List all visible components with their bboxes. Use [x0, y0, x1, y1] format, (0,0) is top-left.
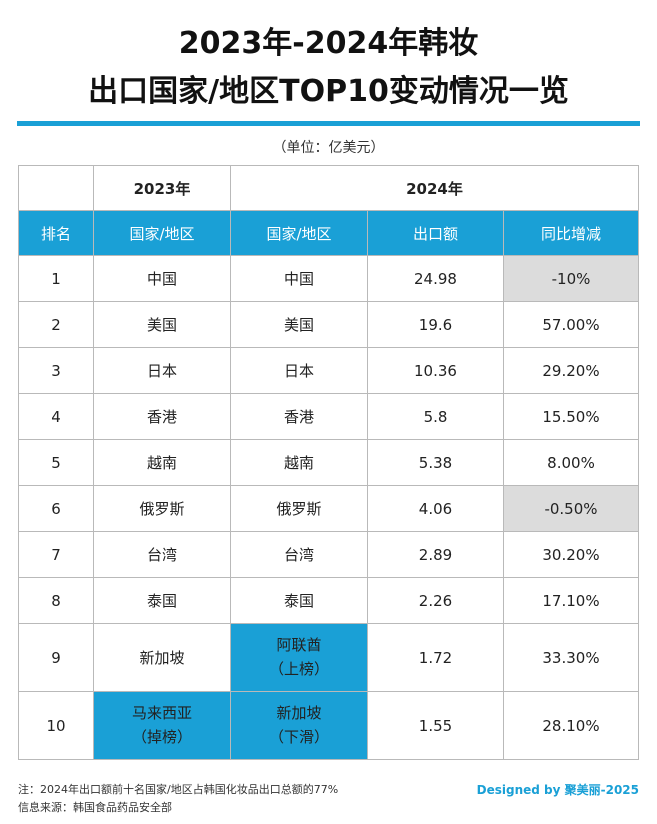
yoy-change-cell: 17.10% [503, 577, 639, 624]
unit-label: （单位：亿美元） [272, 140, 385, 156]
yoy-change-cell: 57.00% [503, 301, 639, 348]
year-header-row: 2023年 2024年 [18, 165, 639, 211]
table-row: 2 美国 美国 19.6 57.00% [18, 301, 639, 348]
yoy-change-cell: 33.30% [503, 623, 639, 692]
export-value-cell: 1.55 [367, 691, 504, 760]
country-2024-cell: 美国 [230, 301, 368, 348]
yoy-change-cell: -10% [503, 255, 639, 302]
rank-cell: 8 [18, 577, 94, 624]
export-ranking-table: 2023年 2024年 排名 国家/地区 国家/地区 出口额 同比增减 1 中国… [18, 165, 639, 760]
export-value-cell: 5.8 [367, 393, 504, 440]
export-value-cell: 2.89 [367, 531, 504, 578]
designed-by-credit: Designed by 聚美丽-2025 [476, 783, 639, 797]
country-2024-cell: 台湾 [230, 531, 368, 578]
page-title-line1: 2023年-2024年韩妆 [178, 26, 479, 61]
export-value-cell: 19.6 [367, 301, 504, 348]
export-value-cell: 10.36 [367, 347, 504, 394]
col-header-rank: 排名 [18, 210, 94, 256]
table-row: 6 俄罗斯 俄罗斯 4.06 -0.50% [18, 485, 639, 532]
table-row: 9 新加坡 阿联酋 （上榜） 1.72 33.30% [18, 623, 639, 692]
col-header-country-2023: 国家/地区 [93, 210, 231, 256]
year-header-2023: 2023年 [93, 165, 231, 211]
rank-status-note: （下滑） [268, 727, 329, 746]
column-header-row: 排名 国家/地区 国家/地区 出口额 同比增减 [18, 210, 639, 256]
country-2023-cell: 中国 [93, 255, 231, 302]
table-row: 10 马来西亚 （掉榜） 新加坡 （下滑） 1.55 28.10% [18, 691, 639, 760]
country-2023-cell: 美国 [93, 301, 231, 348]
year-header-blank [18, 165, 94, 211]
rank-cell: 10 [18, 691, 94, 760]
rank-cell: 7 [18, 531, 94, 578]
country-2024-cell-highlighted: 新加坡 （下滑） [230, 691, 368, 760]
rank-status-note: （上榜） [268, 659, 329, 678]
export-value-cell: 1.72 [367, 623, 504, 692]
country-2023-cell: 日本 [93, 347, 231, 394]
yoy-change-cell: 8.00% [503, 439, 639, 486]
year-header-2024: 2024年 [230, 165, 639, 211]
rank-cell: 6 [18, 485, 94, 532]
rank-cell: 3 [18, 347, 94, 394]
title-divider [17, 121, 640, 126]
country-2024-cell: 日本 [230, 347, 368, 394]
country-2023-cell-highlighted: 马来西亚 （掉榜） [93, 691, 231, 760]
table-row: 3 日本 日本 10.36 29.20% [18, 347, 639, 394]
yoy-change-cell: -0.50% [503, 485, 639, 532]
table-row: 1 中国 中国 24.98 -10% [18, 255, 639, 302]
country-2024-cell: 俄罗斯 [230, 485, 368, 532]
country-2024-cell: 越南 [230, 439, 368, 486]
page-title-line2: 出口国家/地区TOP10变动情况一览 [88, 74, 569, 109]
country-2024-cell: 泰国 [230, 577, 368, 624]
country-2023-cell: 台湾 [93, 531, 231, 578]
country-2023-cell: 香港 [93, 393, 231, 440]
table-row: 8 泰国 泰国 2.26 17.10% [18, 577, 639, 624]
yoy-change-cell: 28.10% [503, 691, 639, 760]
export-value-cell: 2.26 [367, 577, 504, 624]
country-2023-cell: 俄罗斯 [93, 485, 231, 532]
country-2023-cell: 新加坡 [93, 623, 231, 692]
source-note: 信息来源：韩国食品药品安全部 [18, 801, 172, 814]
yoy-change-cell: 29.20% [503, 347, 639, 394]
country-name: 阿联酋 [276, 636, 322, 655]
yoy-change-cell: 15.50% [503, 393, 639, 440]
yoy-change-cell: 30.20% [503, 531, 639, 578]
country-2024-cell: 香港 [230, 393, 368, 440]
table-row: 7 台湾 台湾 2.89 30.20% [18, 531, 639, 578]
col-header-country-2024: 国家/地区 [230, 210, 368, 256]
country-2023-cell: 越南 [93, 439, 231, 486]
table-row: 4 香港 香港 5.8 15.50% [18, 393, 639, 440]
country-name: 新加坡 [276, 704, 322, 723]
col-header-yoy-change: 同比增减 [503, 210, 639, 256]
rank-cell: 9 [18, 623, 94, 692]
export-value-cell: 24.98 [367, 255, 504, 302]
rank-status-note: （掉榜） [131, 727, 192, 746]
footnote: 注：2024年出口额前十名国家/地区占韩国化妆品出口总额的77% [18, 783, 339, 796]
col-header-export-value: 出口额 [367, 210, 504, 256]
country-2024-cell-highlighted: 阿联酋 （上榜） [230, 623, 368, 692]
table-row: 5 越南 越南 5.38 8.00% [18, 439, 639, 486]
export-value-cell: 4.06 [367, 485, 504, 532]
rank-cell: 5 [18, 439, 94, 486]
country-name: 马来西亚 [131, 704, 192, 723]
country-2024-cell: 中国 [230, 255, 368, 302]
rank-cell: 1 [18, 255, 94, 302]
export-value-cell: 5.38 [367, 439, 504, 486]
rank-cell: 2 [18, 301, 94, 348]
rank-cell: 4 [18, 393, 94, 440]
country-2023-cell: 泰国 [93, 577, 231, 624]
